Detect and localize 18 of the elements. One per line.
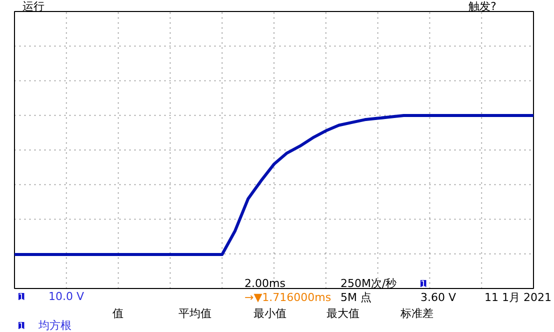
text: 平均值 — [178, 307, 212, 320]
text: 最小值 — [254, 307, 286, 320]
text: 250M次/秒 — [340, 277, 397, 290]
text: 运行 — [22, 0, 44, 13]
text: 均方根 — [38, 319, 72, 332]
text: 最大值 — [326, 307, 360, 320]
text: 11 1月 2021 — [484, 291, 552, 304]
text: 1 — [420, 280, 426, 290]
text: 10.0 V — [48, 290, 84, 303]
text: 5M 点 — [340, 291, 372, 304]
text: →▼1.716000ms — [244, 291, 332, 304]
text: 标准差 — [400, 307, 434, 320]
text: 触发? — [468, 0, 496, 13]
text: 值 — [112, 307, 124, 320]
text: 1 — [18, 322, 24, 332]
text: 1 — [18, 293, 24, 303]
text: 2.00ms — [244, 277, 286, 290]
text: 3.60 V — [420, 291, 456, 304]
